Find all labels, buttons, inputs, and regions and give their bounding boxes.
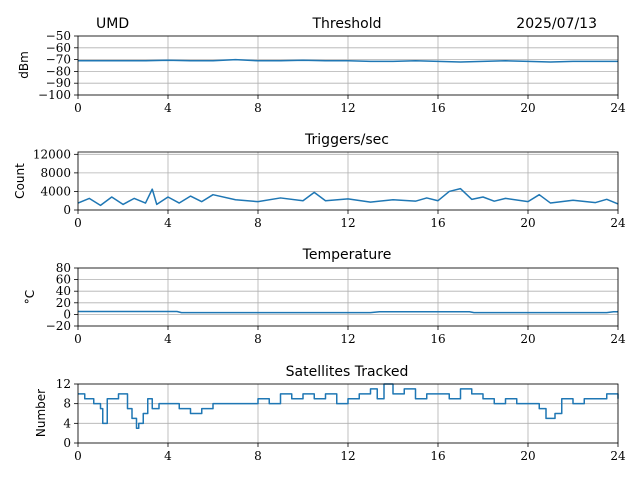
x-tick-label: 12 [340, 449, 355, 463]
x-tick-label: 0 [74, 332, 82, 346]
x-tick-label: 24 [610, 332, 626, 346]
y-tick-label: 0 [63, 203, 71, 217]
x-tick-label: 4 [164, 449, 172, 463]
date-label: 2025/07/13 [516, 16, 597, 32]
x-tick-label: 16 [430, 216, 445, 230]
y-tick-label: −60 [46, 41, 71, 55]
x-tick-label: 8 [254, 449, 262, 463]
x-tick-label: 20 [520, 101, 535, 115]
y-tick-label: 60 [56, 273, 71, 287]
x-tick-label: 0 [74, 216, 82, 230]
x-tick-label: 24 [610, 449, 626, 463]
x-tick-label: 4 [164, 216, 172, 230]
series-line [78, 383, 619, 429]
station-label: UMD [96, 16, 129, 32]
y-axis-label: dBm [17, 51, 31, 79]
x-tick-label: 16 [430, 332, 445, 346]
x-tick-label: 8 [254, 216, 262, 230]
y-tick-label: 40 [56, 284, 71, 298]
y-tick-label: −80 [46, 64, 71, 78]
threshold-panel: Threshold dBm 0 4 8 12 16 20 24 −100−90−80−70−6… [17, 16, 626, 115]
x-tick-label: 8 [254, 332, 262, 346]
x-tick-label: 0 [74, 101, 82, 115]
y-axis-label: °C [23, 290, 37, 304]
x-tick-label: 20 [520, 216, 535, 230]
panel-title: Satellites Tracked [286, 364, 409, 380]
y-tick-label: 8000 [40, 166, 71, 180]
y-tick-label: 0 [63, 436, 71, 450]
x-tick-label: 4 [164, 332, 172, 346]
x-tick-label: 12 [340, 332, 355, 346]
y-tick-label: 8 [63, 397, 71, 411]
y-tick-label: 0 [63, 307, 71, 321]
y-tick-label: 80 [56, 261, 71, 275]
y-tick-label: 4000 [40, 184, 71, 198]
y-tick-label: 12000 [33, 147, 71, 161]
x-tick-label: 0 [74, 449, 82, 463]
x-tick-label: 24 [610, 216, 626, 230]
series-line [77, 187, 619, 207]
panel-title: Triggers/sec [304, 132, 389, 148]
y-tick-label: 4 [63, 416, 71, 430]
x-tick-label: 12 [340, 216, 355, 230]
x-tick-label: 16 [430, 101, 445, 115]
y-axis-label: Number [34, 389, 48, 437]
y-axis-label: Count [13, 163, 27, 199]
x-tick-label: 24 [610, 101, 626, 115]
x-tick-label: 4 [164, 101, 172, 115]
triggers-panel: Triggers/sec Count 0 4 8 12 16 20 24 0 4000 8000 1… [13, 132, 626, 230]
x-tick-label: 8 [254, 101, 262, 115]
y-tick-label: 12 [56, 377, 71, 391]
y-tick-label: 20 [56, 296, 71, 310]
satellites-panel: Satellites Tracked Number 0 4 8 12 16 20 24 0 4 8… [34, 364, 626, 463]
y-tick-label: −90 [46, 76, 71, 90]
y-tick-label: −20 [46, 319, 71, 333]
series-line [78, 58, 618, 63]
panel-title: Threshold [312, 16, 382, 32]
x-tick-label: 16 [430, 449, 445, 463]
panel-title: Temperature [302, 247, 392, 263]
series-line [78, 310, 618, 314]
x-tick-label: 12 [340, 101, 355, 115]
x-tick-label: 20 [520, 449, 535, 463]
y-tick-label: −70 [46, 53, 71, 67]
y-tick-label: −50 [46, 29, 71, 43]
y-tick-label: −100 [38, 88, 71, 102]
x-tick-label: 20 [520, 332, 535, 346]
